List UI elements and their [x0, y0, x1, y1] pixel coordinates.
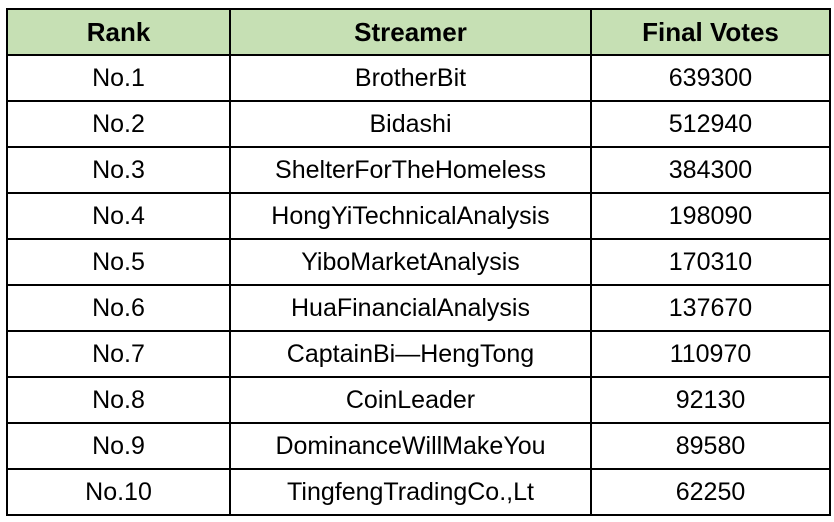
streamer-cell: BrotherBit [229, 54, 592, 102]
rank-cell: No.3 [6, 146, 231, 194]
votes-table: Rank Streamer Final Votes No.1 BrotherBit… [6, 8, 831, 516]
table-row: No.9 DominanceWillMakeYou 89580 [6, 422, 831, 470]
rank-cell: No.2 [6, 100, 231, 148]
votes-cell: 137670 [590, 284, 831, 332]
votes-cell: 639300 [590, 54, 831, 102]
streamer-cell: YiboMarketAnalysis [229, 238, 592, 286]
votes-cell: 170310 [590, 238, 831, 286]
streamer-cell: Bidashi [229, 100, 592, 148]
header-row: Rank Streamer Final Votes [6, 8, 831, 56]
votes-cell: 198090 [590, 192, 831, 240]
table-row: No.4 HongYiTechnicalAnalysis 198090 [6, 192, 831, 240]
header-rank: Rank [6, 8, 231, 56]
header-streamer: Streamer [229, 8, 592, 56]
table-row: No.8 CoinLeader 92130 [6, 376, 831, 424]
streamer-cell: HuaFinancialAnalysis [229, 284, 592, 332]
table-row: No.2 Bidashi 512940 [6, 100, 831, 148]
table-row: No.3 ShelterForTheHomeless 384300 [6, 146, 831, 194]
streamer-cell: CoinLeader [229, 376, 592, 424]
streamer-cell: CaptainBi—HengTong [229, 330, 592, 378]
table-row: No.1 BrotherBit 639300 [6, 54, 831, 102]
streamer-cell: ShelterForTheHomeless [229, 146, 592, 194]
rank-cell: No.9 [6, 422, 231, 470]
rank-cell: No.10 [6, 468, 231, 516]
rank-cell: No.7 [6, 330, 231, 378]
rank-cell: No.8 [6, 376, 231, 424]
streamer-cell: DominanceWillMakeYou [229, 422, 592, 470]
votes-cell: 92130 [590, 376, 831, 424]
votes-cell: 512940 [590, 100, 831, 148]
table-row: No.6 HuaFinancialAnalysis 137670 [6, 284, 831, 332]
votes-cell: 384300 [590, 146, 831, 194]
streamer-cell: HongYiTechnicalAnalysis [229, 192, 592, 240]
rank-cell: No.5 [6, 238, 231, 286]
header-final-votes: Final Votes [590, 8, 831, 56]
rank-cell: No.1 [6, 54, 231, 102]
votes-cell: 89580 [590, 422, 831, 470]
rank-cell: No.6 [6, 284, 231, 332]
streamer-cell: TingfengTradingCo.,Lt [229, 468, 592, 516]
votes-cell: 110970 [590, 330, 831, 378]
table-row: No.7 CaptainBi—HengTong 110970 [6, 330, 831, 378]
rank-cell: No.4 [6, 192, 231, 240]
votes-cell: 62250 [590, 468, 831, 516]
table-row: No.10 TingfengTradingCo.,Lt 62250 [6, 468, 831, 516]
table-row: No.5 YiboMarketAnalysis 170310 [6, 238, 831, 286]
